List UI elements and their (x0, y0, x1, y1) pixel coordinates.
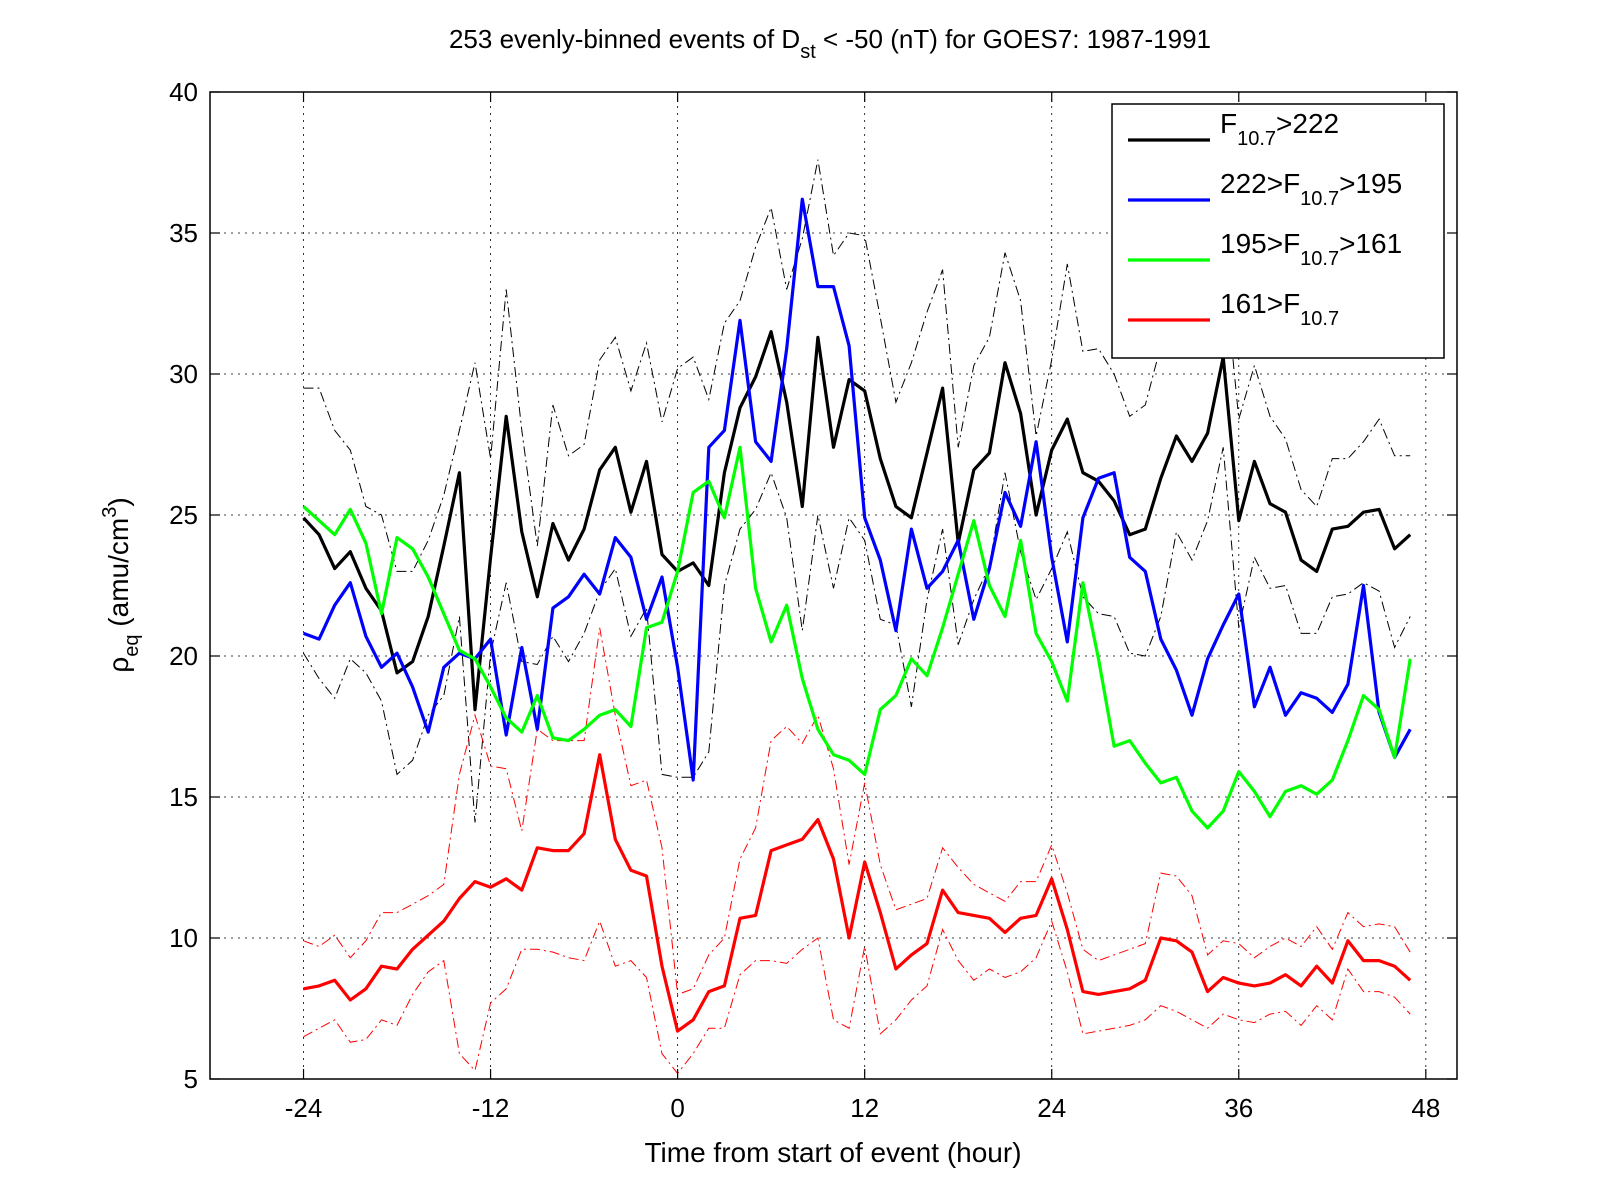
y-tick-label: 15 (169, 782, 198, 812)
x-tick-label: 0 (670, 1093, 684, 1123)
legend-label: 161>F10.7 (1220, 288, 1339, 330)
y-tick-label: 35 (169, 218, 198, 248)
x-tick-label: 24 (1037, 1093, 1066, 1123)
y-tick-label: 20 (169, 641, 198, 671)
series-line-0 (302, 330, 1412, 712)
axis-ticks: -24 -12 0 12 24 36 48 5 10 15 20 25 30 35 40 (169, 77, 1457, 1123)
y-tick-label: 40 (169, 77, 198, 107)
x-tick-label: 36 (1224, 1093, 1253, 1123)
series-lines (302, 197, 1412, 1033)
envelope-upper-line (303, 627, 1411, 996)
y-tick-label: 25 (169, 500, 198, 530)
legend: F10.7>222 222>F10.7>195 195>F10.7>161 161>F… (1111, 103, 1445, 359)
series-line-2 (302, 445, 1412, 830)
series-line-1 (302, 197, 1412, 782)
y-axis-title: ρeq (amu/cm3) (99, 497, 143, 672)
legend-label: 222>F10.7>195 (1220, 168, 1402, 210)
series-line-3 (303, 753, 1412, 1033)
y-tick-label: 30 (169, 359, 198, 389)
x-tick-label: 12 (850, 1093, 879, 1123)
y-tick-label: 5 (184, 1064, 198, 1094)
legend-box (1111, 103, 1445, 359)
x-tick-label: 48 (1411, 1093, 1440, 1123)
chart-title: 253 evenly-binned events of Dst < -50 (n… (449, 24, 1211, 63)
x-tick-label: -12 (472, 1093, 510, 1123)
legend-label: 195>F10.7>161 (1220, 228, 1402, 270)
x-tick-label: -24 (285, 1093, 323, 1123)
legend-label: F10.7>222 (1220, 108, 1339, 150)
plot-frame (209, 91, 1458, 1080)
x-axis-title: Time from start of event (hour) (644, 1137, 1021, 1168)
envelope-lower-line (303, 919, 1411, 1075)
y-tick-label: 10 (169, 923, 198, 953)
